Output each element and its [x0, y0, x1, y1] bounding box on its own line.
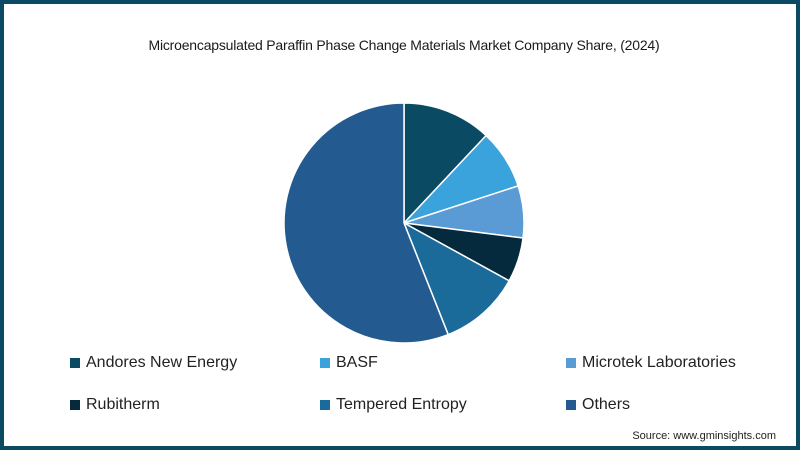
legend-swatch-icon: [566, 358, 576, 368]
source-note: Source: www.gminsights.com: [632, 430, 776, 442]
legend-label: Rubitherm: [86, 396, 160, 413]
legend-label: Others: [582, 396, 631, 413]
pie-slice-others: [283, 102, 450, 344]
legend-item-andores-new-energy: Andores New Energy: [70, 354, 237, 372]
legend-swatch-icon: [70, 358, 80, 368]
chart-title: Microencapsulated Paraffin Phase Change …: [148, 37, 660, 53]
legend-item-others: Others: [566, 396, 630, 414]
legend-item-tempered-entropy: Tempered Entropy: [320, 396, 467, 414]
legend-item-basf: BASF: [320, 354, 378, 372]
pie-chart: [283, 102, 525, 344]
legend-swatch-icon: [566, 400, 576, 410]
legend-label: Tempered Entropy: [336, 396, 467, 413]
legend-item-rubitherm: Rubitherm: [70, 396, 160, 414]
legend-swatch-icon: [70, 400, 80, 410]
legend-item-microtek-laboratories: Microtek Laboratories: [566, 354, 736, 372]
pie-slice-andores-new-energy: [403, 102, 488, 225]
legend-swatch-icon: [320, 358, 330, 368]
legend-label: Andores New Energy: [86, 354, 238, 371]
pie-slice-tempered-entropy: [402, 221, 511, 336]
legend-swatch-icon: [320, 400, 330, 410]
legend-label: Microtek Laboratories: [582, 354, 736, 371]
legend-label: BASF: [336, 354, 378, 371]
